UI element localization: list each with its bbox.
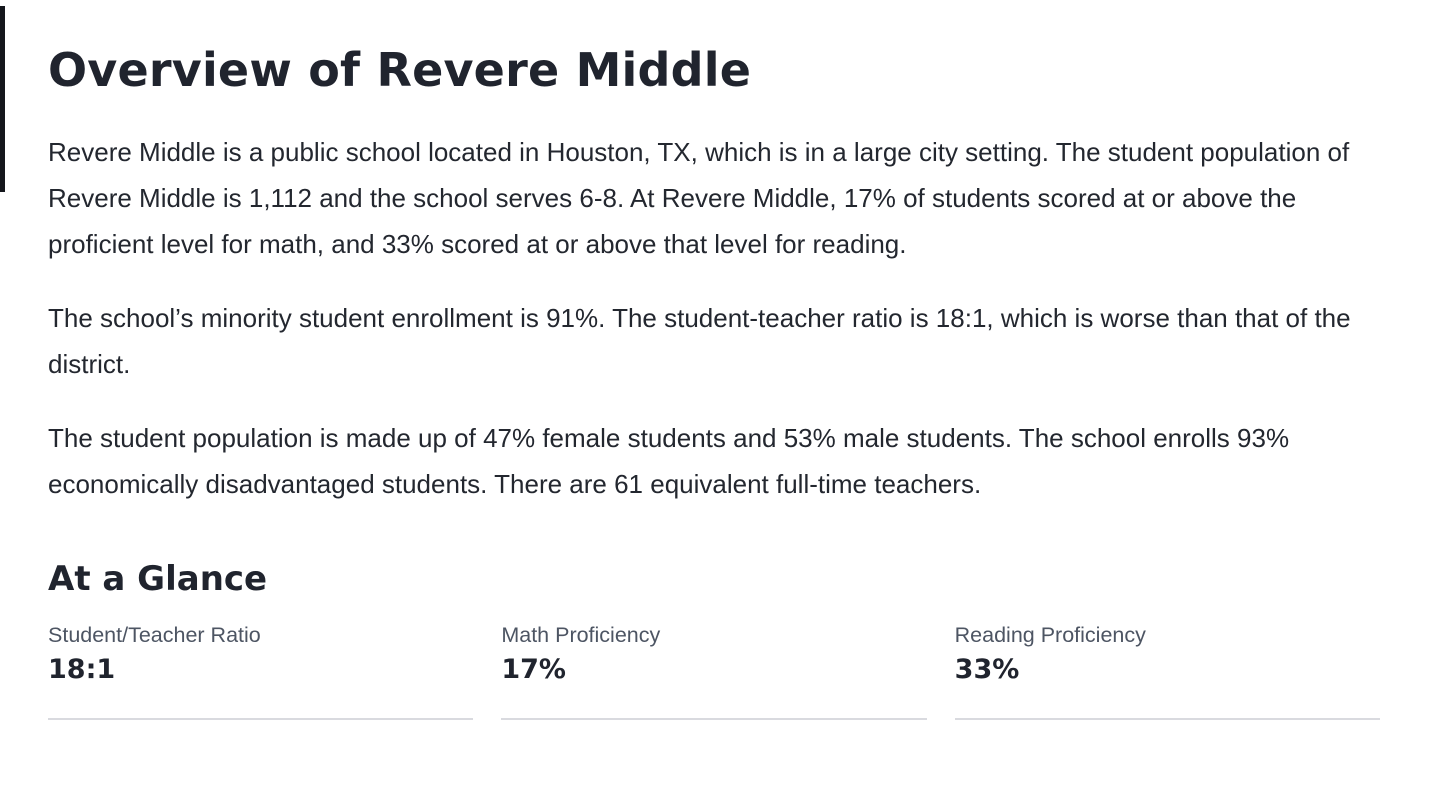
stat-math-proficiency: Math Proficiency 17% (501, 622, 927, 720)
at-a-glance-heading: At a Glance (48, 558, 268, 599)
stat-divider (48, 717, 474, 720)
stat-value: 18:1 (48, 653, 116, 685)
stat-value: 33% (954, 653, 1020, 685)
stat-label: Reading Proficiency (954, 622, 1146, 647)
overview-paragraphs: Revere Middle is a public school located… (48, 129, 1380, 507)
page-title: Overview of Revere Middle (48, 43, 752, 97)
stat-label: Math Proficiency (501, 622, 661, 647)
overview-paragraph-1: Revere Middle is a public school located… (48, 136, 1350, 259)
stat-divider (954, 717, 1380, 720)
stat-label: Student/Teacher Ratio (48, 622, 261, 647)
stat-divider (501, 717, 927, 720)
stat-student-teacher-ratio: Student/Teacher Ratio 18:1 (48, 622, 474, 720)
left-edge-bar (0, 6, 5, 192)
at-a-glance-stats-row: Student/Teacher Ratio 18:1 Math Proficie… (48, 622, 1380, 720)
overview-content: Overview of Revere Middle Revere Middle … (48, 43, 1380, 720)
overview-paragraph-2: The school’s minority student enrollment… (48, 302, 1351, 379)
overview-paragraph-3: The student population is made up of 47%… (48, 422, 1290, 499)
stat-value: 17% (501, 653, 566, 685)
stat-reading-proficiency: Reading Proficiency 33% (954, 622, 1380, 720)
